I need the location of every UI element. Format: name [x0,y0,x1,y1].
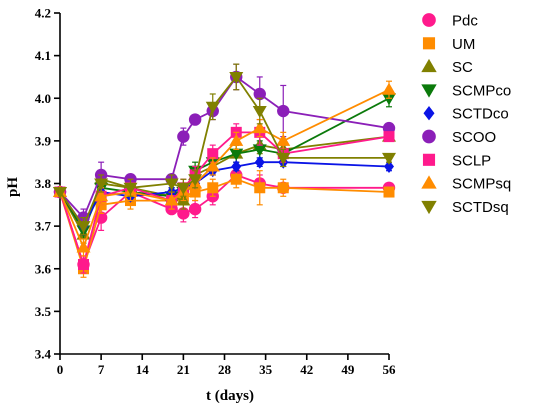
x-tick-label-7: 49 [341,362,355,377]
point-SCMPsq-10 [276,133,291,146]
legend-item-Pdc: Pdc [422,13,478,30]
legend-label-SCOO: SCOO [452,129,496,146]
point-SCTDsq-2 [94,178,109,191]
y-axis-title: pH [5,177,21,197]
y-tick-label-0: 3.4 [35,347,52,362]
x-tick-label-2: 14 [136,362,150,377]
point-SCOO-5 [177,130,190,143]
point-UM-10 [277,182,289,194]
legend-item-SCTDco: SCTDco [423,106,509,123]
legend-label-UM: UM [452,36,475,53]
point-SCTDsq-6 [188,174,203,187]
legend-label-SCTDsq: SCTDsq [452,199,509,216]
point-SCMPsq-2 [94,189,109,202]
legend-item-SCLP: SCLP [422,152,491,169]
point-SCMPsq-8 [229,133,244,146]
point-SCTDsq-0 [53,187,67,200]
series-SCMPsq [53,80,396,257]
point-SCLP-7 [207,148,219,160]
point-SCTDco-11 [384,159,394,173]
legend-label-SCMPsq: SCMPsq [452,176,511,193]
x-axis-title: t (days) [206,388,254,404]
series-SCTDsq [53,63,396,236]
x-tick-label-3: 21 [177,362,190,377]
axes: 0 7 14 21 28 35 42 49 56 3.4 3.5 3.6 3.7 3.8 3.9 4.0 4.1… [35,6,396,378]
legend-marker-SCTDco [423,106,435,121]
x-tick-label-8: 56 [383,362,397,377]
point-UM-9 [254,182,266,194]
point-SCTDsq-7 [205,101,220,114]
legend-marker-Pdc [422,13,436,27]
point-SCTDsq-10 [276,152,291,165]
point-SCMPco-11 [382,93,396,106]
y-tick-label-5: 3.9 [35,133,52,148]
legend-label-SCTDco: SCTDco [452,106,509,123]
point-SCTDsq-3 [123,182,138,195]
legend-item-SCTDsq: SCTDsq [421,199,509,216]
y-tick-label-3: 3.7 [35,219,52,234]
y-tick-label-8: 4.2 [35,6,51,21]
point-SCMPco-9 [252,144,267,157]
x-tick-label-6: 42 [300,362,313,377]
legend-label-Pdc: Pdc [452,13,478,30]
point-UM-8 [230,173,242,185]
series-line-SCOO [59,75,390,220]
point-SCTDsq-1 [76,221,91,234]
x-tick-label-4: 28 [218,362,232,377]
point-Pdc-6 [188,202,202,216]
point-SCOO-6 [188,113,202,126]
point-Pdc-5 [177,207,190,220]
point-SCOO-9 [253,87,266,101]
legend-marker-SCMPsq [421,175,437,189]
y-tick-label-6: 4.0 [35,91,51,106]
point-SCOO-10 [277,104,290,118]
point-SCMPco-8 [229,148,244,161]
point-SCTDco-9 [254,155,265,169]
point-SCTDsq-11 [382,152,396,165]
y-tick-label-7: 4.1 [35,48,51,63]
legend-marker-SC [421,58,437,73]
series-layer [53,63,396,278]
point-SCTDco-8 [231,159,242,173]
legend-item-SCOO: SCOO [422,129,496,146]
legend-marker-UM [422,37,436,50]
legend-marker-SCLP [422,153,436,166]
point-SCMPsq-9 [252,121,267,134]
point-SCTDsq-4 [164,178,179,191]
point-SCLP-11 [383,131,395,143]
point-UM-11 [383,186,395,198]
point-SCMPsq-11 [382,82,396,95]
legend-marker-SCMPco [421,84,437,98]
point-SCLP-1 [78,258,89,270]
point-SCTDsq-5 [176,182,191,195]
y-tick-label-2: 3.6 [35,261,52,276]
x-tick-label-1: 7 [98,362,105,377]
legend-label-SCLP: SCLP [452,152,491,169]
x-tick-label-0: 0 [57,362,64,377]
legend-marker-SCOO [422,129,436,144]
legend: Pdc UM SC SCMPco SCTDco SCOO SCLP SCMPsq SCTDsq [421,13,511,216]
legend-label-SC: SC [452,59,473,76]
point-SCMPsq-4 [164,193,179,206]
point-SCMPsq-7 [205,159,220,172]
legend-item-SC: SC [421,58,473,76]
legend-label-SCMPco: SCMPco [452,82,511,99]
legend-item-SCMPsq: SCMPsq [421,175,511,193]
point-UM-7 [207,182,219,194]
y-tick-label-4: 3.8 [35,176,52,191]
x-tick-label-5: 35 [259,362,273,377]
legend-item-SCMPco: SCMPco [421,82,511,99]
point-SCMPsq-1 [76,240,91,253]
legend-marker-SCTDsq [421,200,437,215]
y-tick-label-1: 3.5 [35,304,52,319]
point-SCTDsq-8 [229,71,244,84]
series-line-SCLP [59,131,390,268]
legend-item-UM: UM [422,36,475,53]
point-SCTDsq-9 [252,106,267,119]
